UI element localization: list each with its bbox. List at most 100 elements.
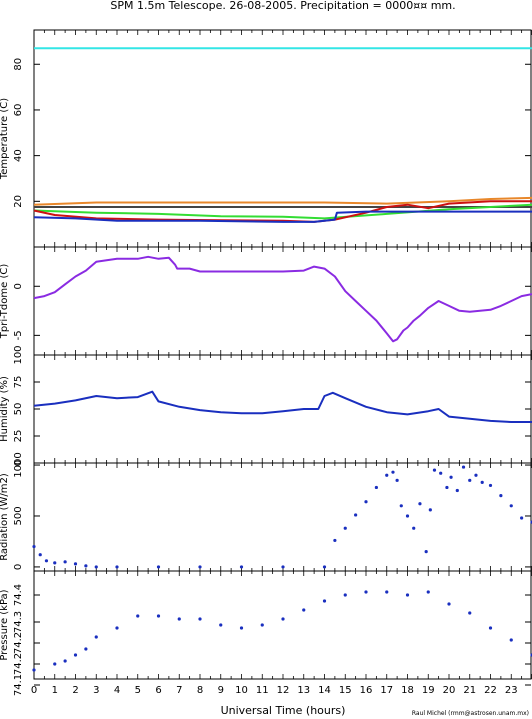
data-point-3-0 xyxy=(38,553,42,557)
x-tick-label: 6 xyxy=(155,685,161,696)
data-point-3-0 xyxy=(488,483,493,488)
data-point-3-0 xyxy=(94,565,98,569)
x-tick-label: 18 xyxy=(401,685,414,696)
y-tick-label-4: 74.3 xyxy=(13,611,24,633)
y-axis-label-0: Temperature (C) xyxy=(0,98,10,180)
panel-frame-3 xyxy=(33,462,532,572)
y-tick-label-4: 74.2 xyxy=(13,653,24,675)
data-point-4-0 xyxy=(177,617,181,621)
y-tick-label-0: 40 xyxy=(13,149,24,162)
x-tick-label: 19 xyxy=(422,685,435,696)
y-tick-label-0: 60 xyxy=(13,104,24,117)
data-point-4-0 xyxy=(94,635,98,639)
x-axis-label: Universal Time (hours) xyxy=(221,704,346,717)
x-tick-label: 9 xyxy=(218,685,224,696)
data-point-3-0 xyxy=(432,468,437,472)
data-point-4-0 xyxy=(84,647,88,651)
data-point-4-0 xyxy=(115,626,119,630)
panel-frame-1 xyxy=(33,246,532,356)
data-point-4-0 xyxy=(447,602,451,606)
y-tick-label-2: 0 xyxy=(13,460,24,466)
data-point-3-0 xyxy=(63,560,67,564)
x-tick-label: 13 xyxy=(297,685,310,696)
data-point-4-0 xyxy=(468,611,472,615)
data-point-3-0 xyxy=(395,478,399,482)
data-point-3-0 xyxy=(343,526,347,530)
y-tick-label-2: 75 xyxy=(13,376,24,389)
data-point-3-0 xyxy=(399,504,403,508)
data-point-3-0 xyxy=(445,485,449,490)
x-tick-label: 1 xyxy=(52,685,58,696)
x-tick-label: 21 xyxy=(463,685,476,696)
data-point-3-0 xyxy=(468,478,472,482)
data-point-3-0 xyxy=(412,526,416,530)
series-line-2-0 xyxy=(33,390,532,423)
panel-frame-2 xyxy=(33,354,532,464)
data-point-3-0 xyxy=(198,565,202,569)
data-point-3-0 xyxy=(499,494,503,498)
x-tick-label: 16 xyxy=(360,685,373,696)
x-tick-label: 7 xyxy=(176,685,182,696)
data-point-4-0 xyxy=(405,593,410,597)
y-tick-label-2: 50 xyxy=(13,403,24,416)
data-point-3-0 xyxy=(385,473,389,477)
y-tick-label-0: 80 xyxy=(13,58,24,71)
y-tick-label-4: 74.4 xyxy=(13,584,24,606)
y-axis-label-2: Humidity (%) xyxy=(0,376,10,442)
x-tick-label: 10 xyxy=(235,685,248,696)
data-point-4-0 xyxy=(260,623,264,627)
series-line-0-1 xyxy=(33,196,532,206)
y-tick-label-3: 0 xyxy=(13,564,24,570)
panel-frame-0 xyxy=(33,29,532,248)
x-tick-label: 14 xyxy=(318,685,331,696)
series-line-1-0 xyxy=(33,255,532,343)
data-point-3-0 xyxy=(439,471,443,475)
data-point-3-0 xyxy=(374,485,378,490)
data-point-4-0 xyxy=(219,623,223,627)
x-tick-label: 23 xyxy=(505,685,518,696)
x-tick-label: 12 xyxy=(277,685,290,696)
series-line-0-5 xyxy=(33,210,532,223)
data-point-4-0 xyxy=(509,638,513,642)
data-point-3-0 xyxy=(73,562,78,566)
x-tick-label: 11 xyxy=(256,685,269,696)
data-point-3-0 xyxy=(44,559,49,563)
data-point-3-0 xyxy=(115,565,119,569)
x-tick-label: 17 xyxy=(380,685,393,696)
x-tick-label: 2 xyxy=(72,685,78,696)
data-point-4-0 xyxy=(198,617,202,621)
data-point-3-0 xyxy=(449,475,453,479)
data-point-4-0 xyxy=(385,590,389,594)
x-tick-label: 22 xyxy=(484,685,497,696)
data-point-4-0 xyxy=(73,653,78,657)
x-tick-label: 20 xyxy=(443,685,456,696)
data-point-4-0 xyxy=(426,590,430,594)
y-tick-label-1: -5 xyxy=(13,330,24,340)
chart-title: SPM 1.5m Telescope. 26-08-2005. Precipit… xyxy=(110,0,455,12)
data-point-3-0 xyxy=(391,470,395,474)
data-point-4-0 xyxy=(239,626,244,630)
y-tick-label-4: 74.1 xyxy=(13,674,24,696)
x-tick-label: 0 xyxy=(31,685,37,696)
data-point-4-0 xyxy=(281,617,285,621)
data-point-4-0 xyxy=(156,614,161,618)
data-point-3-0 xyxy=(405,514,410,518)
data-point-4-0 xyxy=(364,590,368,594)
data-point-3-0 xyxy=(474,473,478,477)
data-point-3-0 xyxy=(520,516,524,520)
y-axis-label-1: Tpri-Tdome (C) xyxy=(0,264,10,340)
y-axis-label-4: Pressure (kPa) xyxy=(0,589,10,660)
data-point-4-0 xyxy=(488,626,493,630)
data-point-3-0 xyxy=(428,508,432,512)
y-tick-label-2: 25 xyxy=(13,430,24,443)
data-point-3-0 xyxy=(239,565,244,569)
data-point-3-0 xyxy=(461,465,466,469)
data-point-3-0 xyxy=(354,513,358,517)
y-tick-label-0: 20 xyxy=(13,195,24,208)
data-point-3-0 xyxy=(156,565,161,569)
x-tick-label: 3 xyxy=(93,685,99,696)
data-point-3-0 xyxy=(84,564,88,568)
data-point-3-0 xyxy=(53,561,57,565)
